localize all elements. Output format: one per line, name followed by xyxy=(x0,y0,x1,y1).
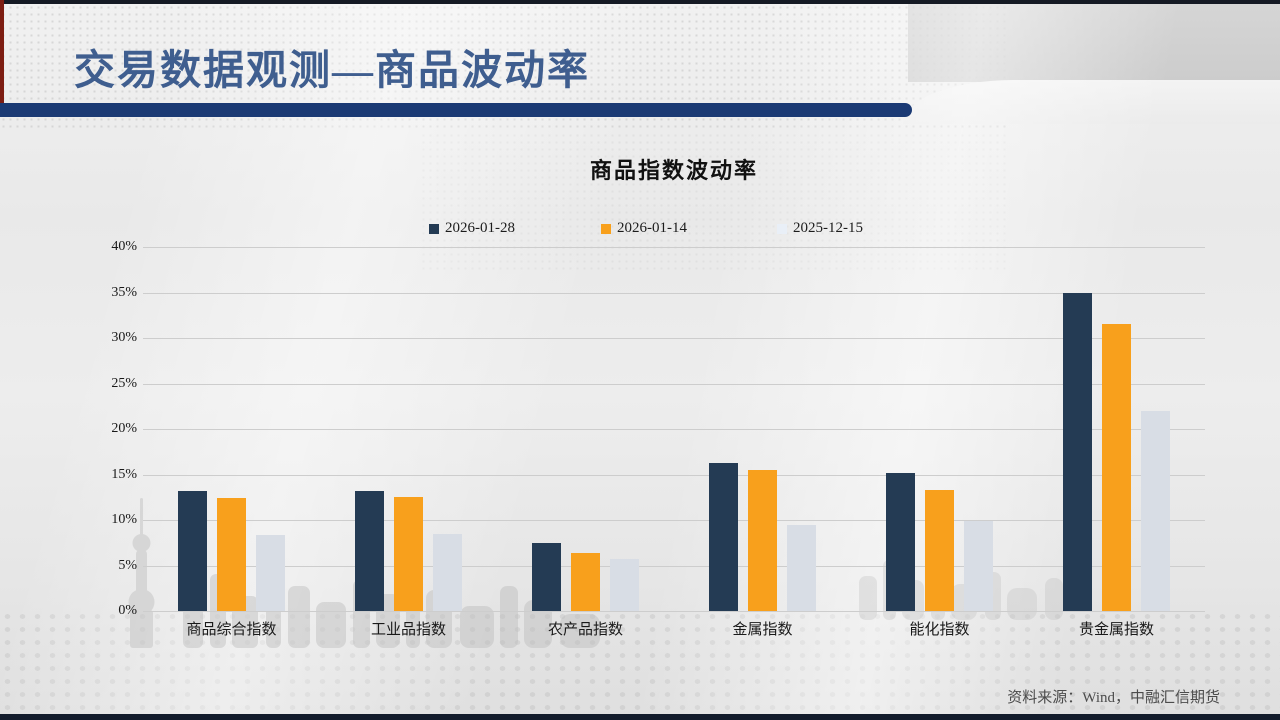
x-tick-label: 工业品指数 xyxy=(370,622,446,638)
y-tick-label: 25% xyxy=(111,375,137,391)
y-tick-label: 5% xyxy=(118,557,137,573)
x-tick-label: 农产品指数 xyxy=(547,622,623,638)
bar-2026-01-28 xyxy=(709,462,738,611)
gridline xyxy=(143,611,1205,612)
header-divider-bar xyxy=(0,103,912,117)
bar-group xyxy=(320,247,497,611)
legend-color-swatch xyxy=(777,223,787,234)
bar-2026-01-14 xyxy=(571,552,600,611)
bar-group xyxy=(674,247,851,611)
bar-2025-12-15 xyxy=(964,520,993,611)
source-note: 资料来源：Wind，中融汇信期货 xyxy=(1007,690,1220,706)
gridline xyxy=(143,520,1205,521)
page-curl-shape xyxy=(903,80,1280,124)
legend-label: 2026-01-28 xyxy=(445,220,515,236)
bar-2026-01-14 xyxy=(925,489,954,611)
gridline xyxy=(143,565,1205,567)
legend-label: 2026-01-14 xyxy=(617,220,687,236)
x-tick-label: 能化指数 xyxy=(909,622,970,638)
y-tick-label: 10% xyxy=(111,512,137,527)
bar-groups xyxy=(143,247,1205,611)
legend-item: 2026-01-14 xyxy=(601,220,687,237)
bar-group xyxy=(143,247,320,611)
legend-item: 2026-01-28 xyxy=(429,220,515,237)
page-title: 交易数据观测—商品波动率 xyxy=(74,47,590,93)
y-tick-label: 15% xyxy=(111,466,137,482)
bar-2025-12-15 xyxy=(1141,410,1170,611)
gridline xyxy=(143,247,1205,248)
gridline xyxy=(143,292,1205,294)
y-tick-label: 30% xyxy=(111,330,137,345)
legend-item: 2025-12-15 xyxy=(777,220,863,237)
bar-2026-01-14 xyxy=(748,469,777,611)
x-tick-label: 商品综合指数 xyxy=(186,622,277,638)
bar-2026-01-14 xyxy=(394,497,423,611)
legend-color-swatch xyxy=(601,223,611,234)
bar-group xyxy=(1028,247,1205,611)
legend-label: 2025-12-15 xyxy=(793,220,863,236)
chart-title: 商品指数波动率 xyxy=(589,158,758,183)
plot-area xyxy=(143,247,1205,612)
gridline xyxy=(143,429,1205,430)
gridline xyxy=(143,383,1205,385)
left-red-accent xyxy=(0,0,4,103)
bar-2026-01-28 xyxy=(355,490,384,611)
y-tick-label: 20% xyxy=(111,421,137,436)
y-tick-label: 0% xyxy=(118,603,137,618)
bar-2026-01-28 xyxy=(532,542,561,611)
bar-group xyxy=(497,247,674,611)
y-tick-label: 40% xyxy=(111,239,137,254)
x-tick-label: 贵金属指数 xyxy=(1078,622,1154,638)
bar-group xyxy=(851,247,1028,611)
bar-2026-01-28 xyxy=(1063,293,1092,611)
bottom-edge-bar xyxy=(0,714,1280,720)
bar-2026-01-14 xyxy=(217,498,246,611)
gridline xyxy=(143,474,1205,476)
bar-2025-12-15 xyxy=(433,533,462,611)
bar-2026-01-14 xyxy=(1102,324,1131,611)
bar-2025-12-15 xyxy=(610,559,639,611)
gridline xyxy=(143,338,1205,339)
bar-2026-01-28 xyxy=(886,472,915,611)
bar-2026-01-28 xyxy=(178,490,207,611)
x-tick-label: 金属指数 xyxy=(732,622,793,638)
top-edge-line xyxy=(0,0,1280,4)
x-axis: 商品综合指数 工业品指数 农产品指数 金属指数 能化指数 贵金属指数 xyxy=(143,618,1205,639)
y-tick-label: 35% xyxy=(111,284,137,300)
y-axis: 0% 5% 10% 15% 20% 25% 30% 35% 40% xyxy=(92,239,137,618)
legend-color-swatch xyxy=(429,223,439,234)
bar-2025-12-15 xyxy=(256,535,285,611)
bar-2025-12-15 xyxy=(787,524,816,611)
